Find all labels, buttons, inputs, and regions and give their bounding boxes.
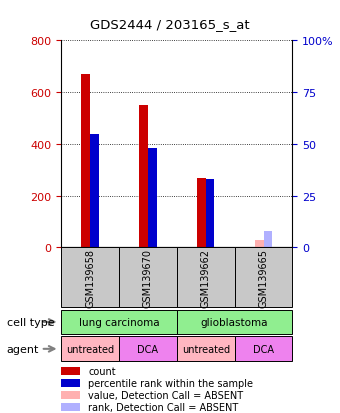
Text: GSM139658: GSM139658 (85, 248, 95, 307)
Text: lung carcinoma: lung carcinoma (79, 317, 159, 327)
Text: percentile rank within the sample: percentile rank within the sample (88, 378, 253, 388)
Bar (61, 379, 80, 387)
Text: value, Detection Call = ABSENT: value, Detection Call = ABSENT (88, 390, 243, 400)
FancyBboxPatch shape (61, 310, 177, 335)
FancyBboxPatch shape (177, 337, 235, 361)
Bar (264, 231, 272, 248)
Text: count: count (88, 366, 116, 376)
Bar (61, 391, 80, 399)
Text: DCA: DCA (253, 344, 274, 354)
FancyBboxPatch shape (119, 248, 177, 308)
Bar (139, 106, 148, 248)
Text: agent: agent (7, 344, 39, 354)
FancyBboxPatch shape (235, 248, 292, 308)
FancyBboxPatch shape (61, 248, 119, 308)
Bar (81, 75, 90, 248)
Text: untreated: untreated (66, 344, 114, 354)
FancyBboxPatch shape (177, 248, 235, 308)
FancyBboxPatch shape (177, 310, 292, 335)
Bar (206, 180, 214, 248)
Text: GSM139670: GSM139670 (143, 248, 153, 307)
FancyBboxPatch shape (119, 337, 177, 361)
Text: GSM139665: GSM139665 (258, 248, 269, 307)
Bar (61, 403, 80, 411)
Text: rank, Detection Call = ABSENT: rank, Detection Call = ABSENT (88, 402, 239, 412)
Bar (90, 134, 99, 248)
FancyBboxPatch shape (235, 337, 292, 361)
Text: untreated: untreated (182, 344, 230, 354)
Bar (148, 149, 156, 248)
Bar (61, 367, 80, 375)
Bar (197, 178, 206, 248)
FancyBboxPatch shape (61, 337, 119, 361)
Text: DCA: DCA (137, 344, 158, 354)
Text: GSM139662: GSM139662 (201, 248, 211, 307)
Text: cell type: cell type (7, 317, 54, 327)
Text: GDS2444 / 203165_s_at: GDS2444 / 203165_s_at (90, 18, 250, 31)
Bar (255, 240, 264, 248)
Text: glioblastoma: glioblastoma (201, 317, 268, 327)
